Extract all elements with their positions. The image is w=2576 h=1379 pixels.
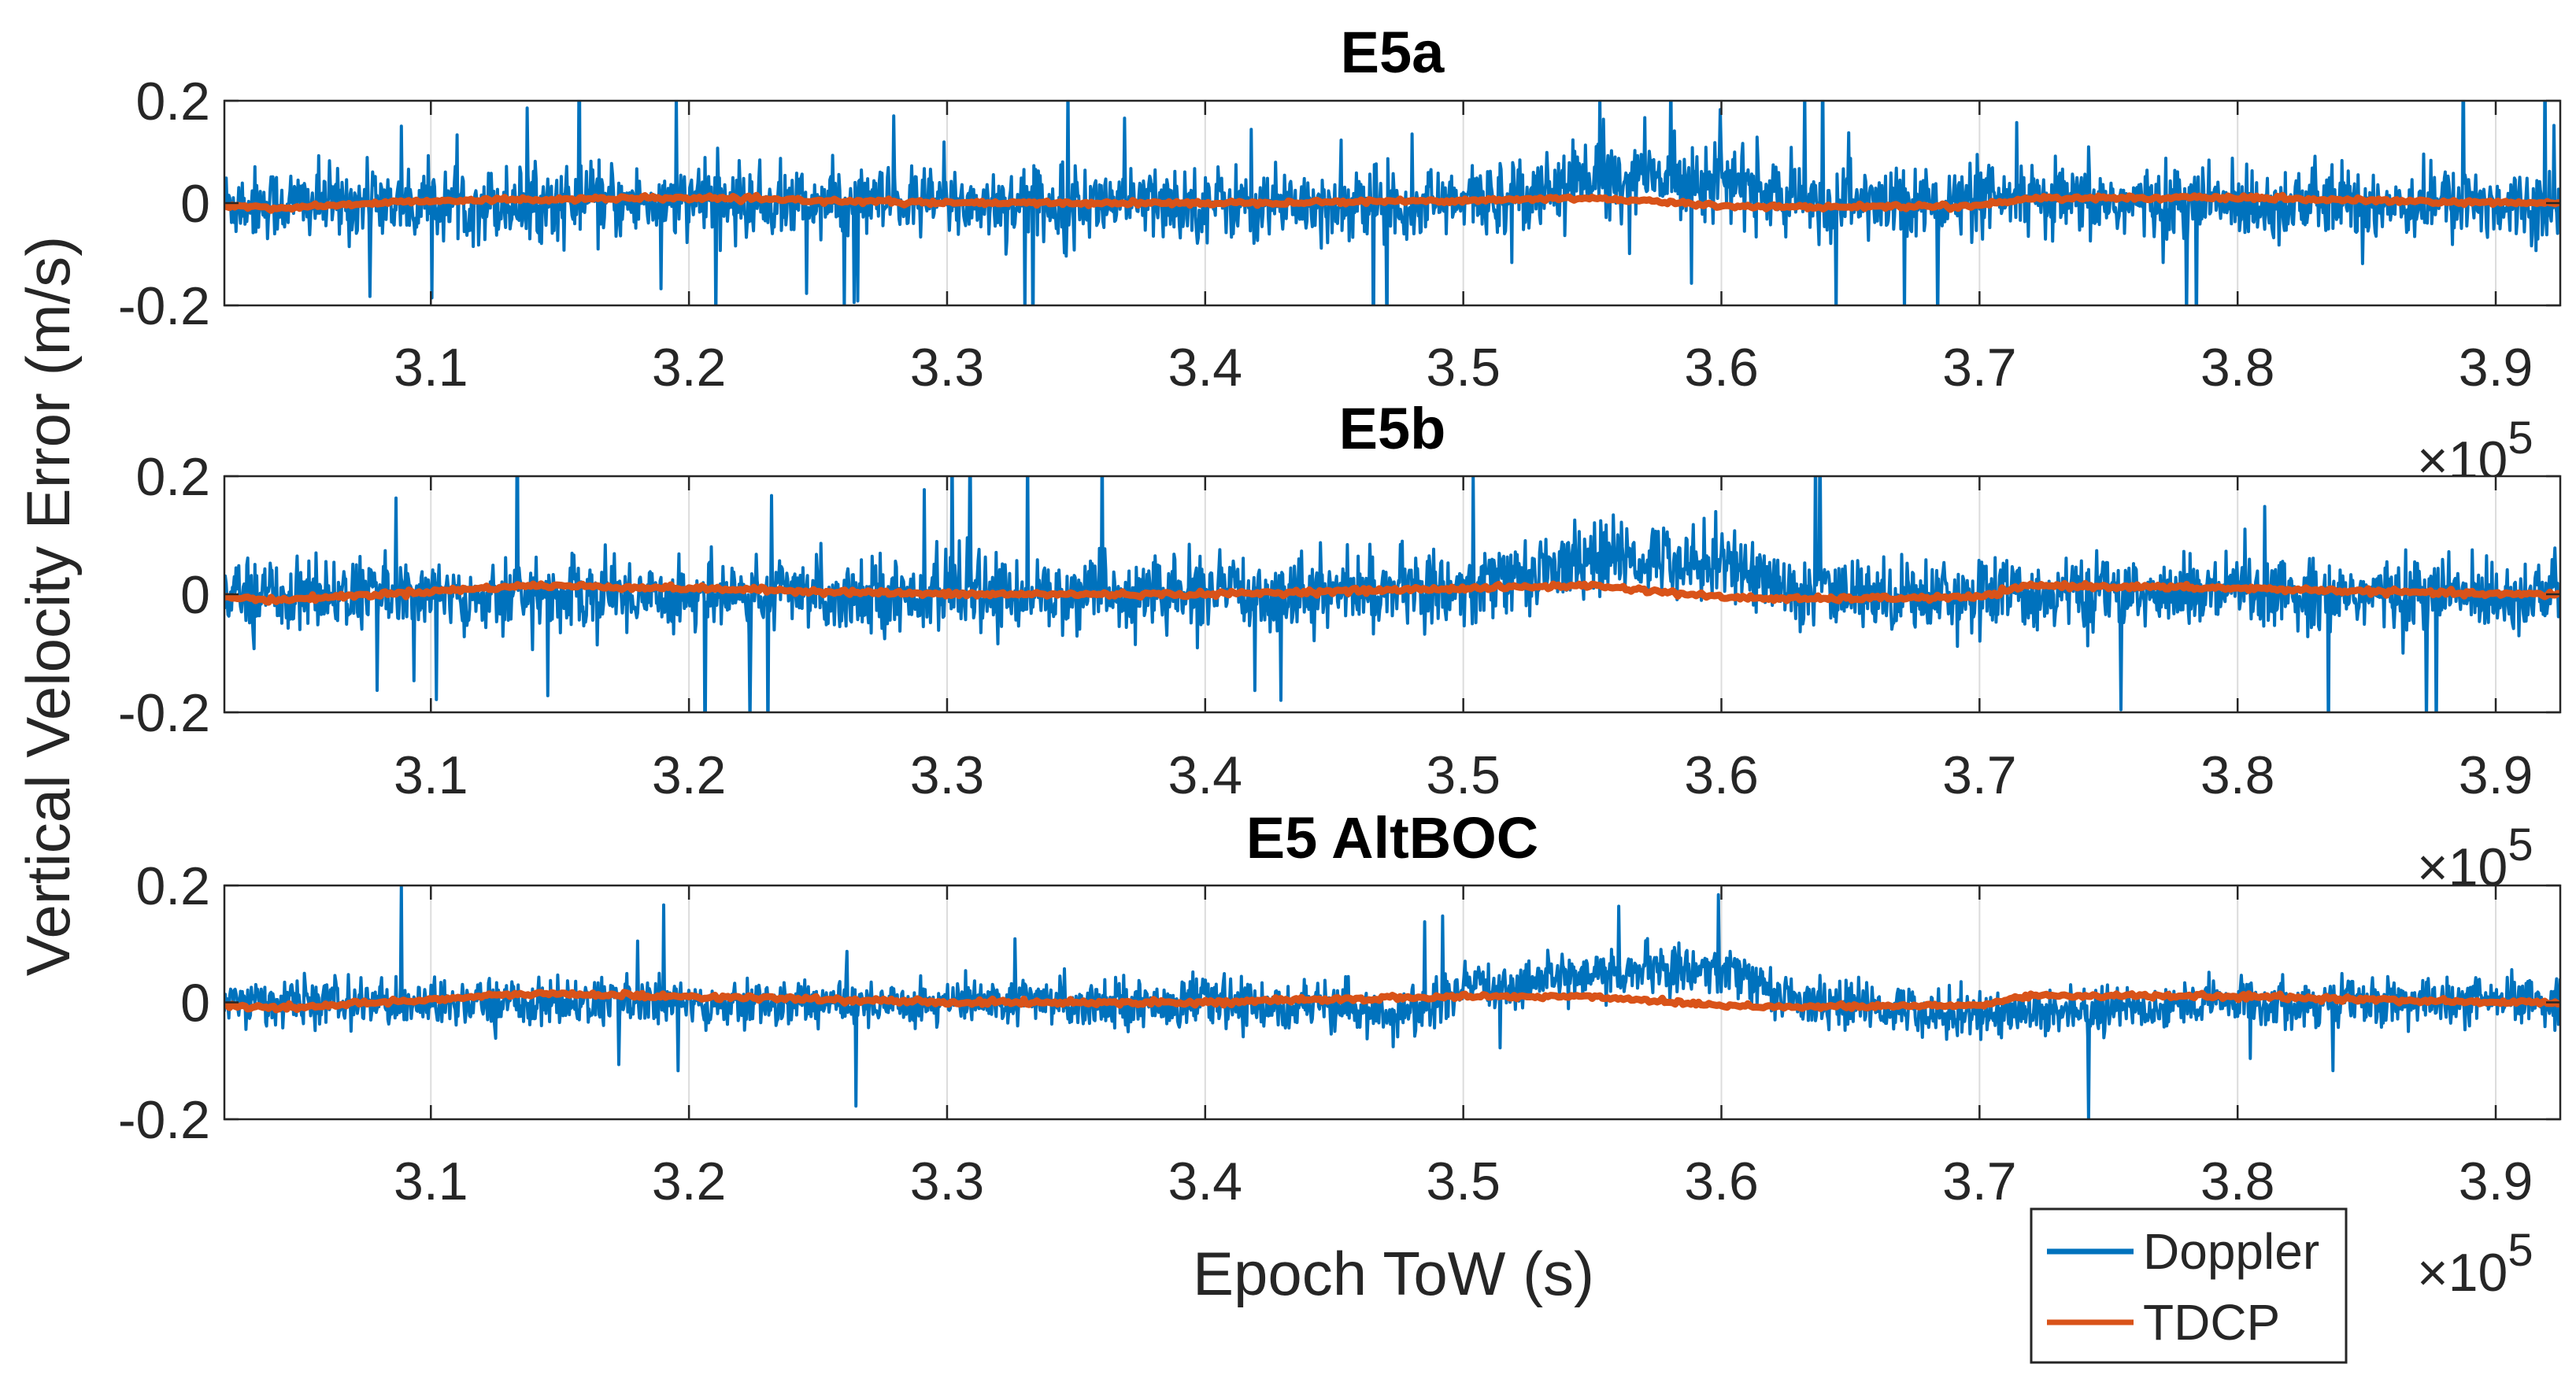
x-exponent-label: ×105 (2417, 1225, 2533, 1303)
x-tick-label: 3.5 (1426, 338, 1501, 397)
x-tick-label: 3.7 (1942, 338, 2017, 397)
x-tick-label: 3.9 (2459, 1152, 2533, 1211)
x-tick-label: 3.6 (1684, 338, 1759, 397)
x-tick-label: 3.3 (910, 1152, 985, 1211)
series-line-tdcp (224, 989, 2560, 1014)
legend: Doppler TDCP (2030, 1207, 2348, 1364)
x-tick-label: 3.9 (2459, 338, 2533, 397)
x-tick-label: 3.1 (394, 338, 468, 397)
x-axis-label: Epoch ToW (s) (1193, 1239, 1594, 1308)
legend-box (2030, 1207, 2348, 1364)
y-tick-label: -0.2 (118, 1090, 210, 1150)
y-tick-label: 0.2 (135, 72, 210, 131)
x-tick-label: 3.2 (652, 1152, 727, 1211)
chart-panel-3: 3.1 3.2 3.3 3.4 3.5 3.6 3.7 3.8 3.9 -0.2 0 0.2 E5 Al… (118, 805, 2562, 1303)
chart-panel-2: 3.1 3.2 3.3 3.4 3.5 3.6 3.7 3.8 3.9-0.200.2E5b×1… (118, 396, 2562, 897)
panel-title: E5a (1341, 20, 1445, 85)
chart-panel-1: 3.1 3.2 3.3 3.4 3.5 3.6 3.7 3.8 3.9-0.200.2E5a×1… (118, 20, 2562, 490)
series-line-doppler (224, 476, 2560, 712)
series-line-tdcp (224, 579, 2560, 606)
x-tick-label: 3.8 (2200, 338, 2275, 397)
x-tick-label: 3.4 (1168, 745, 1243, 805)
x-tick-label: 3.9 (2459, 745, 2533, 805)
y-tick-label: 0.2 (135, 856, 210, 916)
x-tick-label: 3.4 (1168, 1152, 1243, 1211)
panel-title: E5b (1339, 396, 1446, 461)
x-tick-label: 3.7 (1942, 745, 2017, 805)
x-tick-label: 3.8 (2200, 1152, 2275, 1211)
y-tick-label: -0.2 (118, 276, 210, 336)
x-tick-label: 3.2 (652, 745, 727, 805)
y-tick-label: 0 (180, 974, 210, 1033)
legend-label-doppler: Doppler (2143, 1223, 2319, 1280)
x-tick-label: 3.1 (394, 1152, 468, 1211)
y-tick-label: 0 (180, 565, 210, 625)
panel-title: E5 AltBOC (1246, 805, 1538, 871)
x-tick-label: 3.4 (1168, 338, 1243, 397)
y-tick-label: 0 (180, 174, 210, 234)
y-tick-label: 0.2 (135, 447, 210, 507)
y-tick-label: -0.2 (118, 683, 210, 743)
x-tick-label: 3.3 (910, 338, 985, 397)
x-tick-label: 3.7 (1942, 1152, 2017, 1211)
series-line-tdcp (224, 191, 2560, 214)
y-axis-label: Vertical Velocity Error (m/s) (13, 236, 83, 977)
x-tick-label: 3.1 (394, 745, 468, 805)
x-tick-label: 3.6 (1684, 745, 1759, 805)
x-tick-label: 3.3 (910, 745, 985, 805)
x-tick-label: 3.2 (652, 338, 727, 397)
legend-label-tdcp: TDCP (2143, 1294, 2280, 1351)
x-tick-label: 3.5 (1426, 745, 1501, 805)
x-tick-label: 3.5 (1426, 1152, 1501, 1211)
x-tick-label: 3.6 (1684, 1152, 1759, 1211)
x-tick-label: 3.8 (2200, 745, 2275, 805)
